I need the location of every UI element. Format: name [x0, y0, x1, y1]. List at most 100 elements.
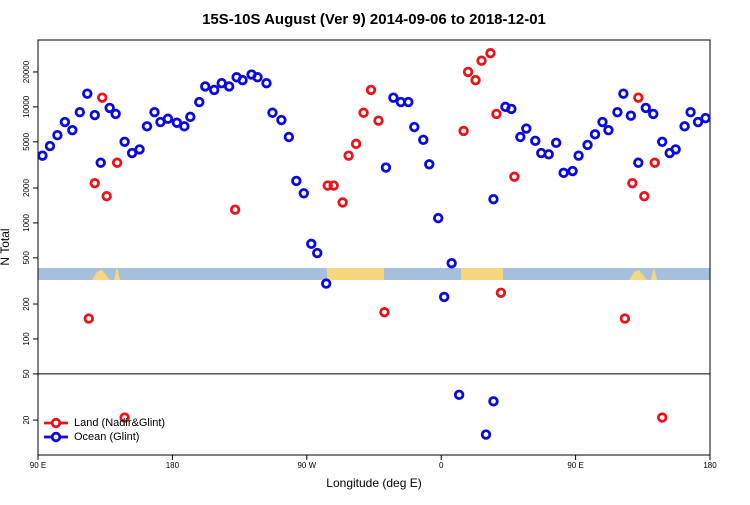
point — [149, 106, 160, 118]
point — [640, 102, 651, 114]
y-tick-label: 2000 — [22, 179, 31, 197]
series — [83, 48, 668, 423]
point — [83, 313, 94, 324]
point — [52, 130, 63, 141]
point — [306, 238, 317, 250]
point — [491, 108, 502, 120]
point — [97, 92, 108, 103]
series — [37, 69, 711, 440]
point — [141, 121, 153, 132]
x-tick-label: 90 E — [30, 461, 46, 470]
point — [237, 74, 248, 86]
point — [101, 190, 112, 202]
point — [458, 125, 469, 137]
point — [506, 103, 517, 115]
y-axis-label: N Total — [0, 228, 12, 265]
point — [95, 157, 106, 168]
legend-label: Ocean (Glint) — [74, 431, 139, 443]
point — [89, 177, 100, 189]
point — [639, 190, 650, 202]
point — [409, 121, 420, 133]
point — [679, 121, 690, 132]
point — [267, 107, 278, 118]
point — [67, 124, 78, 136]
point — [657, 136, 668, 148]
point — [462, 66, 474, 78]
point — [185, 111, 196, 123]
y-tick-label: 200 — [22, 297, 31, 311]
point — [488, 194, 499, 205]
point — [388, 92, 399, 103]
point — [365, 84, 377, 96]
land-strip — [461, 268, 503, 280]
point — [322, 180, 333, 191]
point — [373, 115, 384, 126]
y-tick-label: 1000 — [22, 213, 31, 231]
point — [480, 429, 492, 440]
point — [446, 257, 457, 269]
point — [543, 149, 554, 160]
y-tick-label: 50 — [22, 369, 31, 378]
point — [343, 150, 354, 161]
point — [59, 116, 71, 128]
point — [337, 197, 348, 208]
point — [495, 287, 507, 298]
point — [470, 74, 481, 86]
point — [37, 150, 48, 161]
point — [633, 92, 644, 103]
point — [350, 138, 362, 150]
point — [550, 137, 562, 149]
point — [515, 131, 526, 143]
point — [110, 108, 121, 120]
legend-label: Land (Nadir&Glint) — [74, 417, 165, 429]
x-tick-label: 0 — [439, 461, 444, 470]
point — [179, 121, 190, 132]
point — [111, 157, 123, 168]
point — [488, 396, 499, 407]
point — [627, 177, 638, 189]
point — [603, 124, 614, 136]
y-tick-label: 20000 — [22, 60, 31, 83]
point — [612, 106, 623, 118]
x-tick-label: 180 — [703, 461, 717, 470]
map-strip — [38, 267, 710, 280]
point — [573, 150, 584, 161]
legend-marker — [50, 417, 62, 429]
point — [134, 144, 145, 155]
land-strip — [651, 267, 657, 280]
point — [291, 175, 302, 187]
point — [567, 165, 578, 177]
point — [670, 144, 681, 155]
plot-frame — [37, 39, 711, 456]
point — [89, 109, 100, 121]
point — [700, 112, 711, 124]
point — [619, 313, 631, 324]
point — [438, 291, 450, 303]
point — [44, 140, 56, 152]
point — [209, 84, 220, 96]
point — [558, 167, 569, 179]
point — [476, 55, 487, 66]
land-strip — [114, 267, 120, 280]
y-tick-label: 500 — [22, 251, 31, 265]
point — [276, 114, 287, 126]
point — [119, 136, 130, 148]
point — [618, 88, 629, 99]
point — [485, 48, 496, 59]
point — [104, 102, 115, 114]
y-tick-label: 100 — [22, 332, 31, 346]
point — [657, 412, 668, 423]
chart-title: 15S-10S August (Ver 9) 2014-09-06 to 201… — [202, 11, 546, 28]
point — [162, 113, 174, 124]
point — [283, 131, 295, 143]
point — [252, 72, 263, 83]
x-tick-label: 90 W — [297, 461, 316, 470]
point — [685, 106, 696, 118]
point — [223, 81, 235, 92]
point — [582, 139, 593, 151]
point — [648, 108, 659, 120]
point — [453, 389, 465, 401]
point — [633, 157, 644, 168]
legend-marker — [50, 431, 62, 443]
point — [200, 81, 211, 92]
